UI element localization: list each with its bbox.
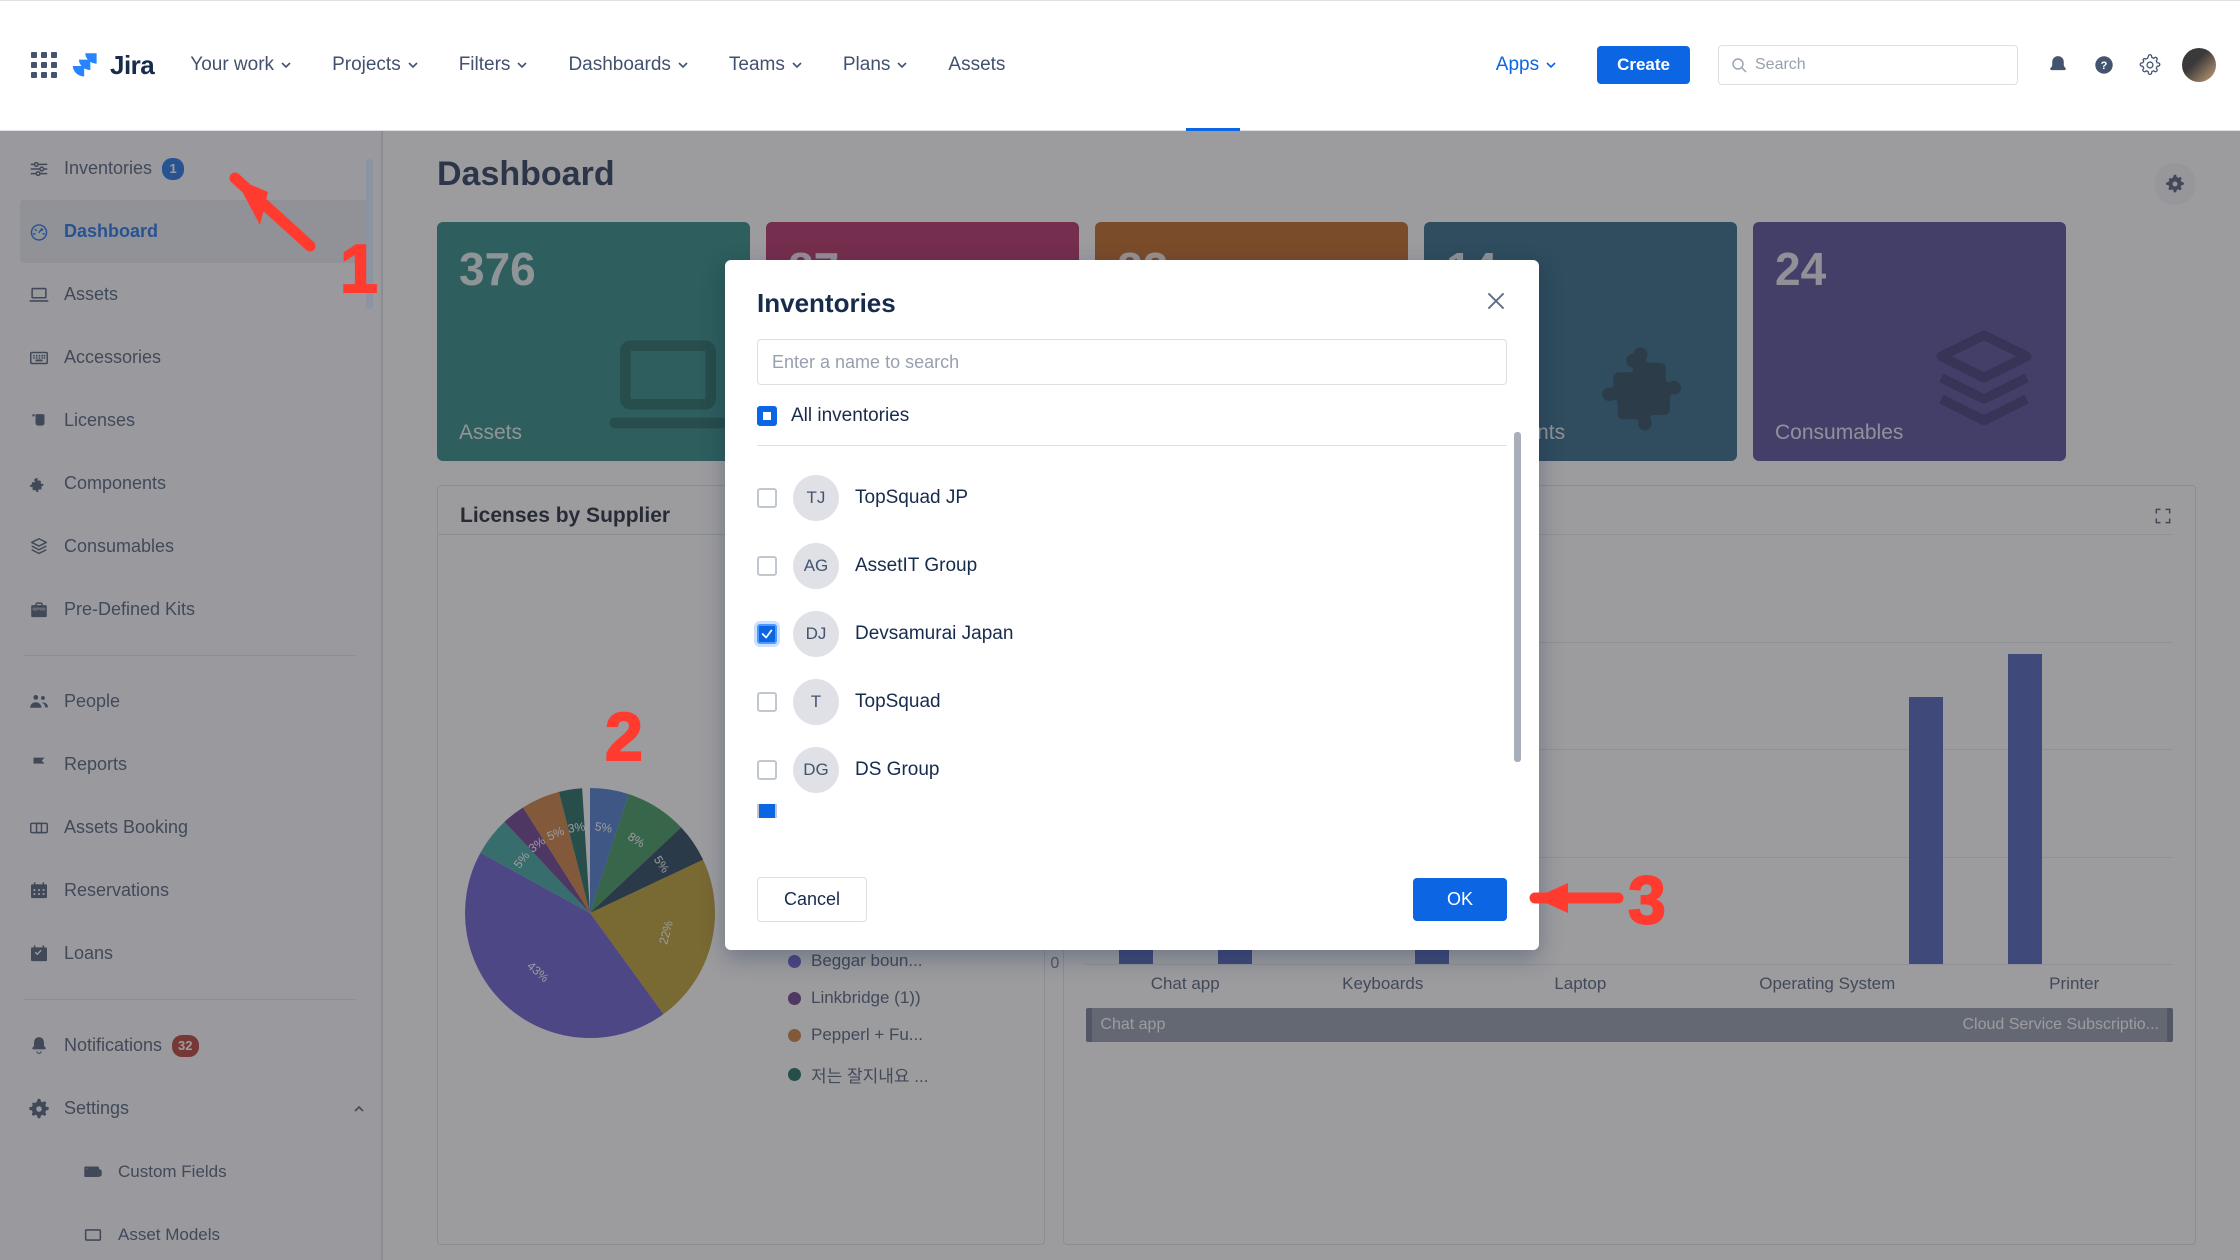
svg-text:?: ? [2101,60,2108,72]
